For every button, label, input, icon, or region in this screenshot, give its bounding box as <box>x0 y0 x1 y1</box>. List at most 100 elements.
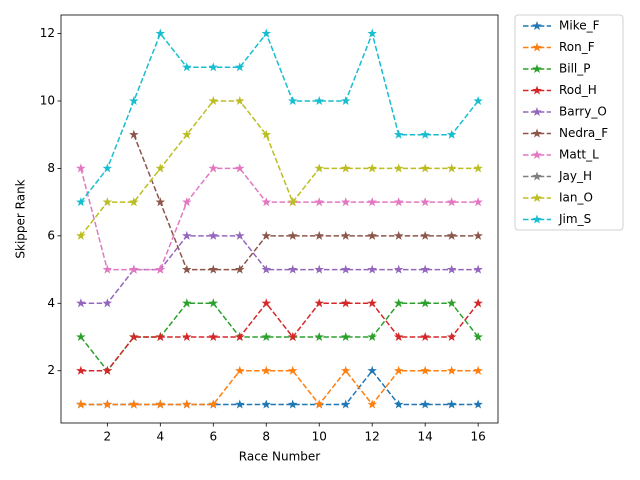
marker <box>420 298 430 308</box>
marker <box>287 197 298 207</box>
legend-label: Jim_S <box>558 212 591 226</box>
marker <box>102 365 113 375</box>
marker <box>208 332 219 342</box>
marker <box>367 298 377 308</box>
marker <box>235 62 245 72</box>
marker <box>473 95 483 106</box>
x-tick-label: 4 <box>156 430 164 444</box>
marker <box>393 399 404 409</box>
legend-label: Bill_P <box>559 62 590 76</box>
y-tick-label: 8 <box>47 161 55 175</box>
y-axis-label: Skipper Rank <box>14 179 28 258</box>
marker <box>393 230 404 240</box>
marker <box>314 399 324 409</box>
marker <box>340 332 351 342</box>
legend-label: Ian_O <box>559 191 593 205</box>
x-tick-label: 12 <box>365 430 380 444</box>
marker <box>182 264 192 274</box>
legend-label: Mike_F <box>559 19 600 33</box>
marker <box>182 332 192 342</box>
marker <box>235 95 245 106</box>
marker <box>393 264 404 274</box>
marker <box>235 230 245 240</box>
marker <box>473 197 483 207</box>
marker <box>155 197 166 207</box>
legend-marker <box>532 21 542 31</box>
marker <box>102 298 113 308</box>
marker <box>473 163 483 173</box>
marker <box>314 197 324 207</box>
marker <box>446 197 457 207</box>
series-line <box>80 369 479 406</box>
legend-label: Jay_H <box>558 169 592 183</box>
marker <box>473 365 483 375</box>
marker <box>446 399 457 409</box>
plot-frame <box>60 14 499 424</box>
y-tick-label: 6 <box>47 228 55 242</box>
marker <box>129 264 139 274</box>
marker <box>367 28 377 38</box>
marker <box>287 95 298 106</box>
marker <box>261 230 272 240</box>
marker <box>393 298 404 308</box>
marker <box>182 197 192 207</box>
marker <box>367 264 377 274</box>
marker <box>155 332 166 342</box>
marker <box>314 95 324 106</box>
marker <box>182 399 192 409</box>
y-tick-label: 12 <box>40 26 55 40</box>
marker <box>367 163 377 173</box>
x-tick-label: 14 <box>418 430 433 444</box>
legend-label: Matt_L <box>559 148 599 162</box>
marker <box>340 399 351 409</box>
marker <box>314 332 324 342</box>
x-tick-label: 8 <box>262 430 270 444</box>
marker <box>340 264 351 274</box>
y-tick-label: 10 <box>40 93 55 107</box>
legend-label: Nedra_F <box>559 126 608 140</box>
y-tick-label: 2 <box>47 363 55 377</box>
marker <box>208 230 219 240</box>
marker <box>102 163 113 173</box>
marker <box>261 365 272 375</box>
marker <box>129 95 139 106</box>
marker <box>367 365 377 375</box>
legend-marker <box>532 150 542 160</box>
marker <box>129 332 139 342</box>
marker <box>393 365 404 375</box>
series-line <box>80 31 479 203</box>
marker <box>287 332 298 342</box>
marker <box>393 332 404 342</box>
series-line <box>133 134 479 271</box>
marker <box>340 197 351 207</box>
marker <box>235 264 245 274</box>
x-tick-label: 16 <box>470 430 485 444</box>
marker <box>420 197 430 207</box>
x-axis-label: Race Number <box>239 450 320 464</box>
marker <box>314 264 324 274</box>
series-line <box>80 100 479 237</box>
marker <box>208 163 219 173</box>
marker <box>261 129 272 139</box>
marker <box>287 264 298 274</box>
series-line <box>80 302 479 372</box>
marker <box>261 28 272 38</box>
marker <box>102 264 113 274</box>
marker <box>235 399 245 409</box>
marker <box>76 230 86 240</box>
marker <box>340 298 351 308</box>
y-tick-label: 4 <box>47 296 55 310</box>
marker <box>182 62 192 72</box>
marker <box>473 399 483 409</box>
marker <box>287 399 298 409</box>
marker <box>129 399 139 409</box>
legend-marker <box>532 128 542 138</box>
marker <box>182 230 192 240</box>
marker <box>287 230 298 240</box>
marker <box>340 95 351 106</box>
marker <box>76 332 86 342</box>
marker <box>261 298 272 308</box>
marker <box>420 332 430 342</box>
marker <box>208 298 219 308</box>
